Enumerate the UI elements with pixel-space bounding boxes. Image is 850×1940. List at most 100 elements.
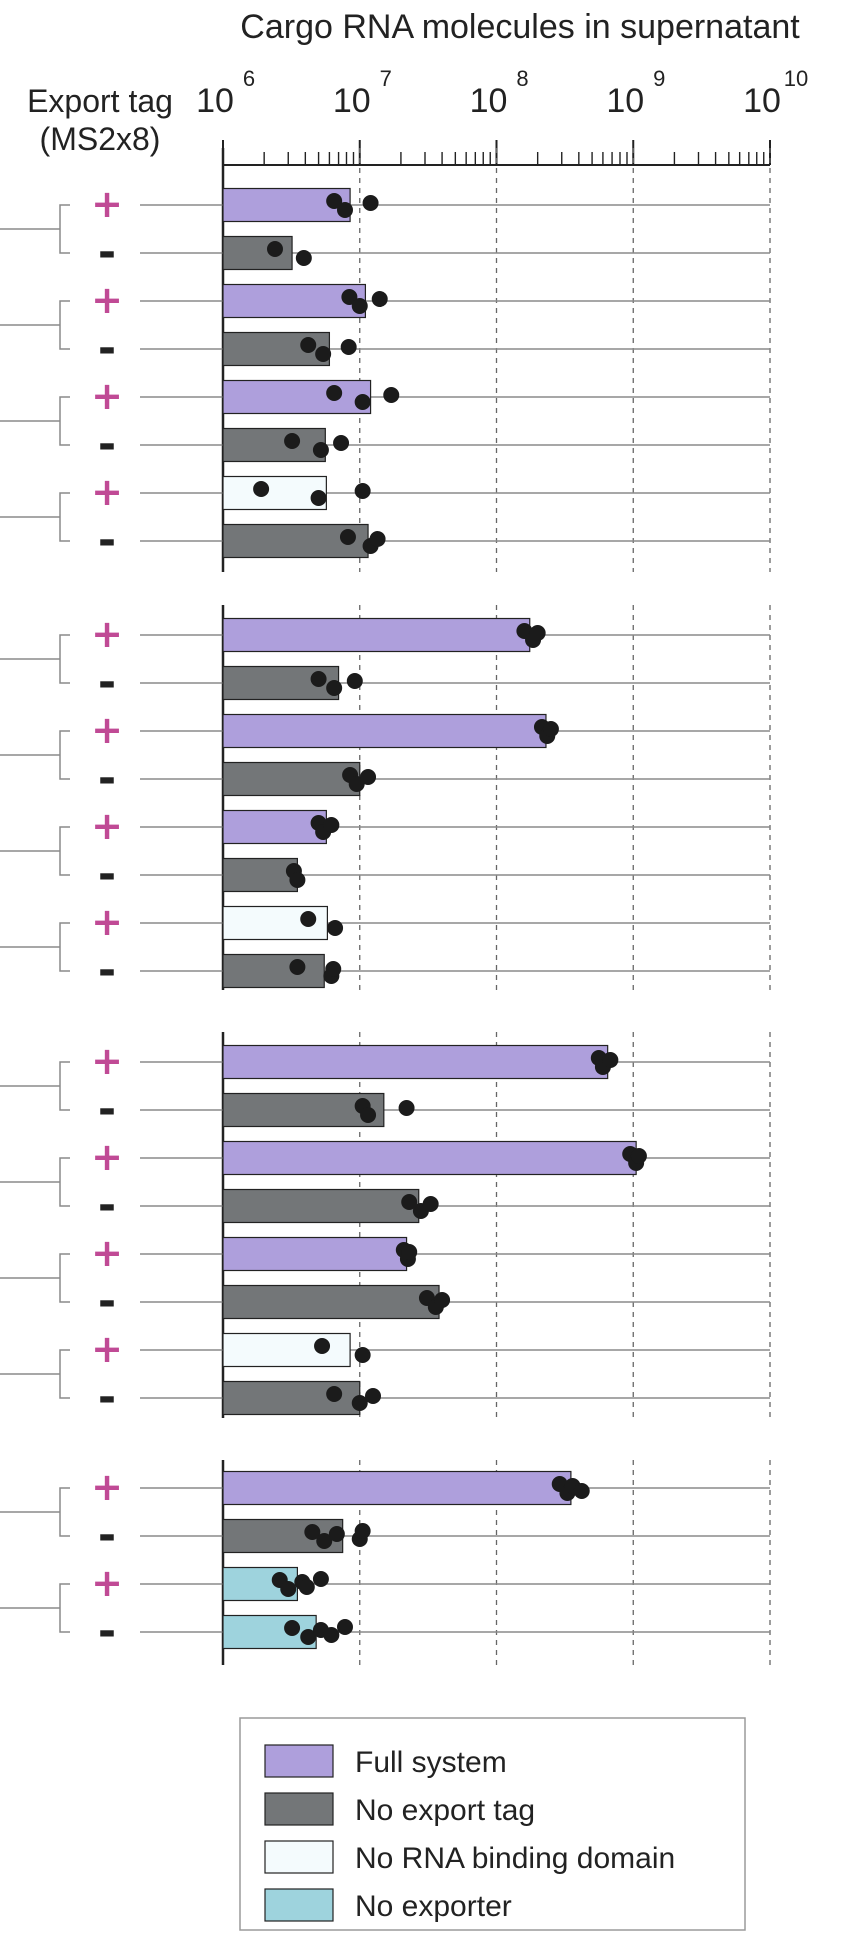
sign-minus: - [98,323,116,374]
sign-minus: - [98,1510,116,1561]
legend: Full system No export tag No RNA binding d… [239,1717,746,1931]
x-tick-label: 10 [743,82,781,120]
replicate-point [310,671,327,687]
replicate-point [323,1627,340,1643]
pair-bracket [59,492,70,542]
bar-full [222,1044,609,1080]
replicate-point [354,394,371,410]
replicate-point [312,442,329,458]
y-label-line-1: Export tag [27,83,173,119]
sign-plus: + [91,182,123,226]
bar-noexp [222,1614,317,1650]
x-tick-exponent: 10 [784,66,808,91]
replicate-point [300,337,317,353]
replicate-point [280,1581,297,1597]
sign-plus: + [91,708,123,752]
replicate-point [289,959,306,975]
sign-plus: + [91,900,123,944]
replicate-point [312,1571,329,1587]
replicate-point [326,680,343,696]
bar-full [222,617,531,653]
pair-bracket [59,1583,70,1633]
bar-notag [222,1188,420,1224]
replicate-point [327,920,344,936]
bar-notag [222,953,325,989]
pair-bracket [59,1157,70,1207]
pair-bracket [59,396,70,446]
pair-bracket [59,1349,70,1399]
replicate-point [351,1395,368,1411]
replicate-point [304,1524,321,1540]
sign-minus: - [98,753,116,804]
pair-bracket [59,634,70,684]
sign-plus: + [91,1327,123,1371]
replicate-point [398,1100,415,1116]
replicate-point [369,531,386,547]
replicate-point [354,1347,371,1363]
replicate-point [310,490,327,506]
bar-full [222,1236,408,1272]
sign-minus: - [98,657,116,708]
replicate-point [284,433,301,449]
replicate-point [346,673,363,689]
pair-bracket [59,922,70,972]
replicate-point [326,385,343,401]
replicate-point [325,961,342,977]
replicate-point [573,1483,590,1499]
plot-area: +-+-+-+-+-+-+-+-+-+-+-+-+-+- [0,140,771,1665]
legend-swatch-norbd [264,1840,334,1874]
replicate-point [341,289,358,305]
sign-minus: - [98,1606,116,1657]
replicate-point [326,193,343,209]
sign-plus: + [91,1561,123,1605]
y-axis-label: Export tag (MS2x8) [27,83,173,157]
replicate-point [401,1194,418,1210]
chart-title: Cargo RNA molecules in supernatant [240,8,800,46]
replicate-point [333,435,350,451]
replicate-point [298,1579,315,1595]
replicate-point [323,817,340,833]
x-tick-label: 10 [333,82,371,120]
bar-notag [222,857,299,893]
replicate-point [300,1629,317,1645]
replicate-point [354,1523,371,1539]
replicate-point [602,1052,619,1068]
x-tick-label: 10 [606,82,644,120]
sign-plus: + [91,470,123,514]
bar-notag [222,427,326,463]
legend-label-noexp: No exporter [355,1890,512,1923]
y-label-line-2: (MS2x8) [40,121,161,157]
sign-plus: + [91,804,123,848]
pair-bracket [59,1253,70,1303]
sign-minus: - [98,1372,116,1423]
sign-plus: + [91,1465,123,1509]
sign-minus: - [98,1276,116,1327]
replicate-point [336,202,353,218]
bar-notag [222,1284,440,1320]
sign-minus: - [98,945,116,996]
replicate-point [284,1620,301,1636]
x-tick-label: 10 [196,82,234,120]
bar-norbd [222,1332,351,1368]
sign-minus: - [98,419,116,470]
bar-full [222,713,547,749]
x-tick-exponent: 9 [653,66,665,91]
replicate-point [365,1388,382,1404]
replicate-point [295,250,312,266]
sign-minus: - [98,227,116,278]
replicate-point [529,625,546,641]
replicate-point [542,721,559,737]
replicate-point [401,1244,418,1260]
replicate-point [422,1196,439,1212]
bar-full [222,283,367,319]
replicate-point [383,387,400,403]
replicate-point [630,1148,647,1164]
sign-plus: + [91,278,123,322]
sign-minus: - [98,1084,116,1135]
legend-label-norbd: No RNA binding domain [355,1842,675,1875]
replicate-point [289,872,306,888]
bar-full [222,1140,637,1176]
sign-plus: + [91,1231,123,1275]
